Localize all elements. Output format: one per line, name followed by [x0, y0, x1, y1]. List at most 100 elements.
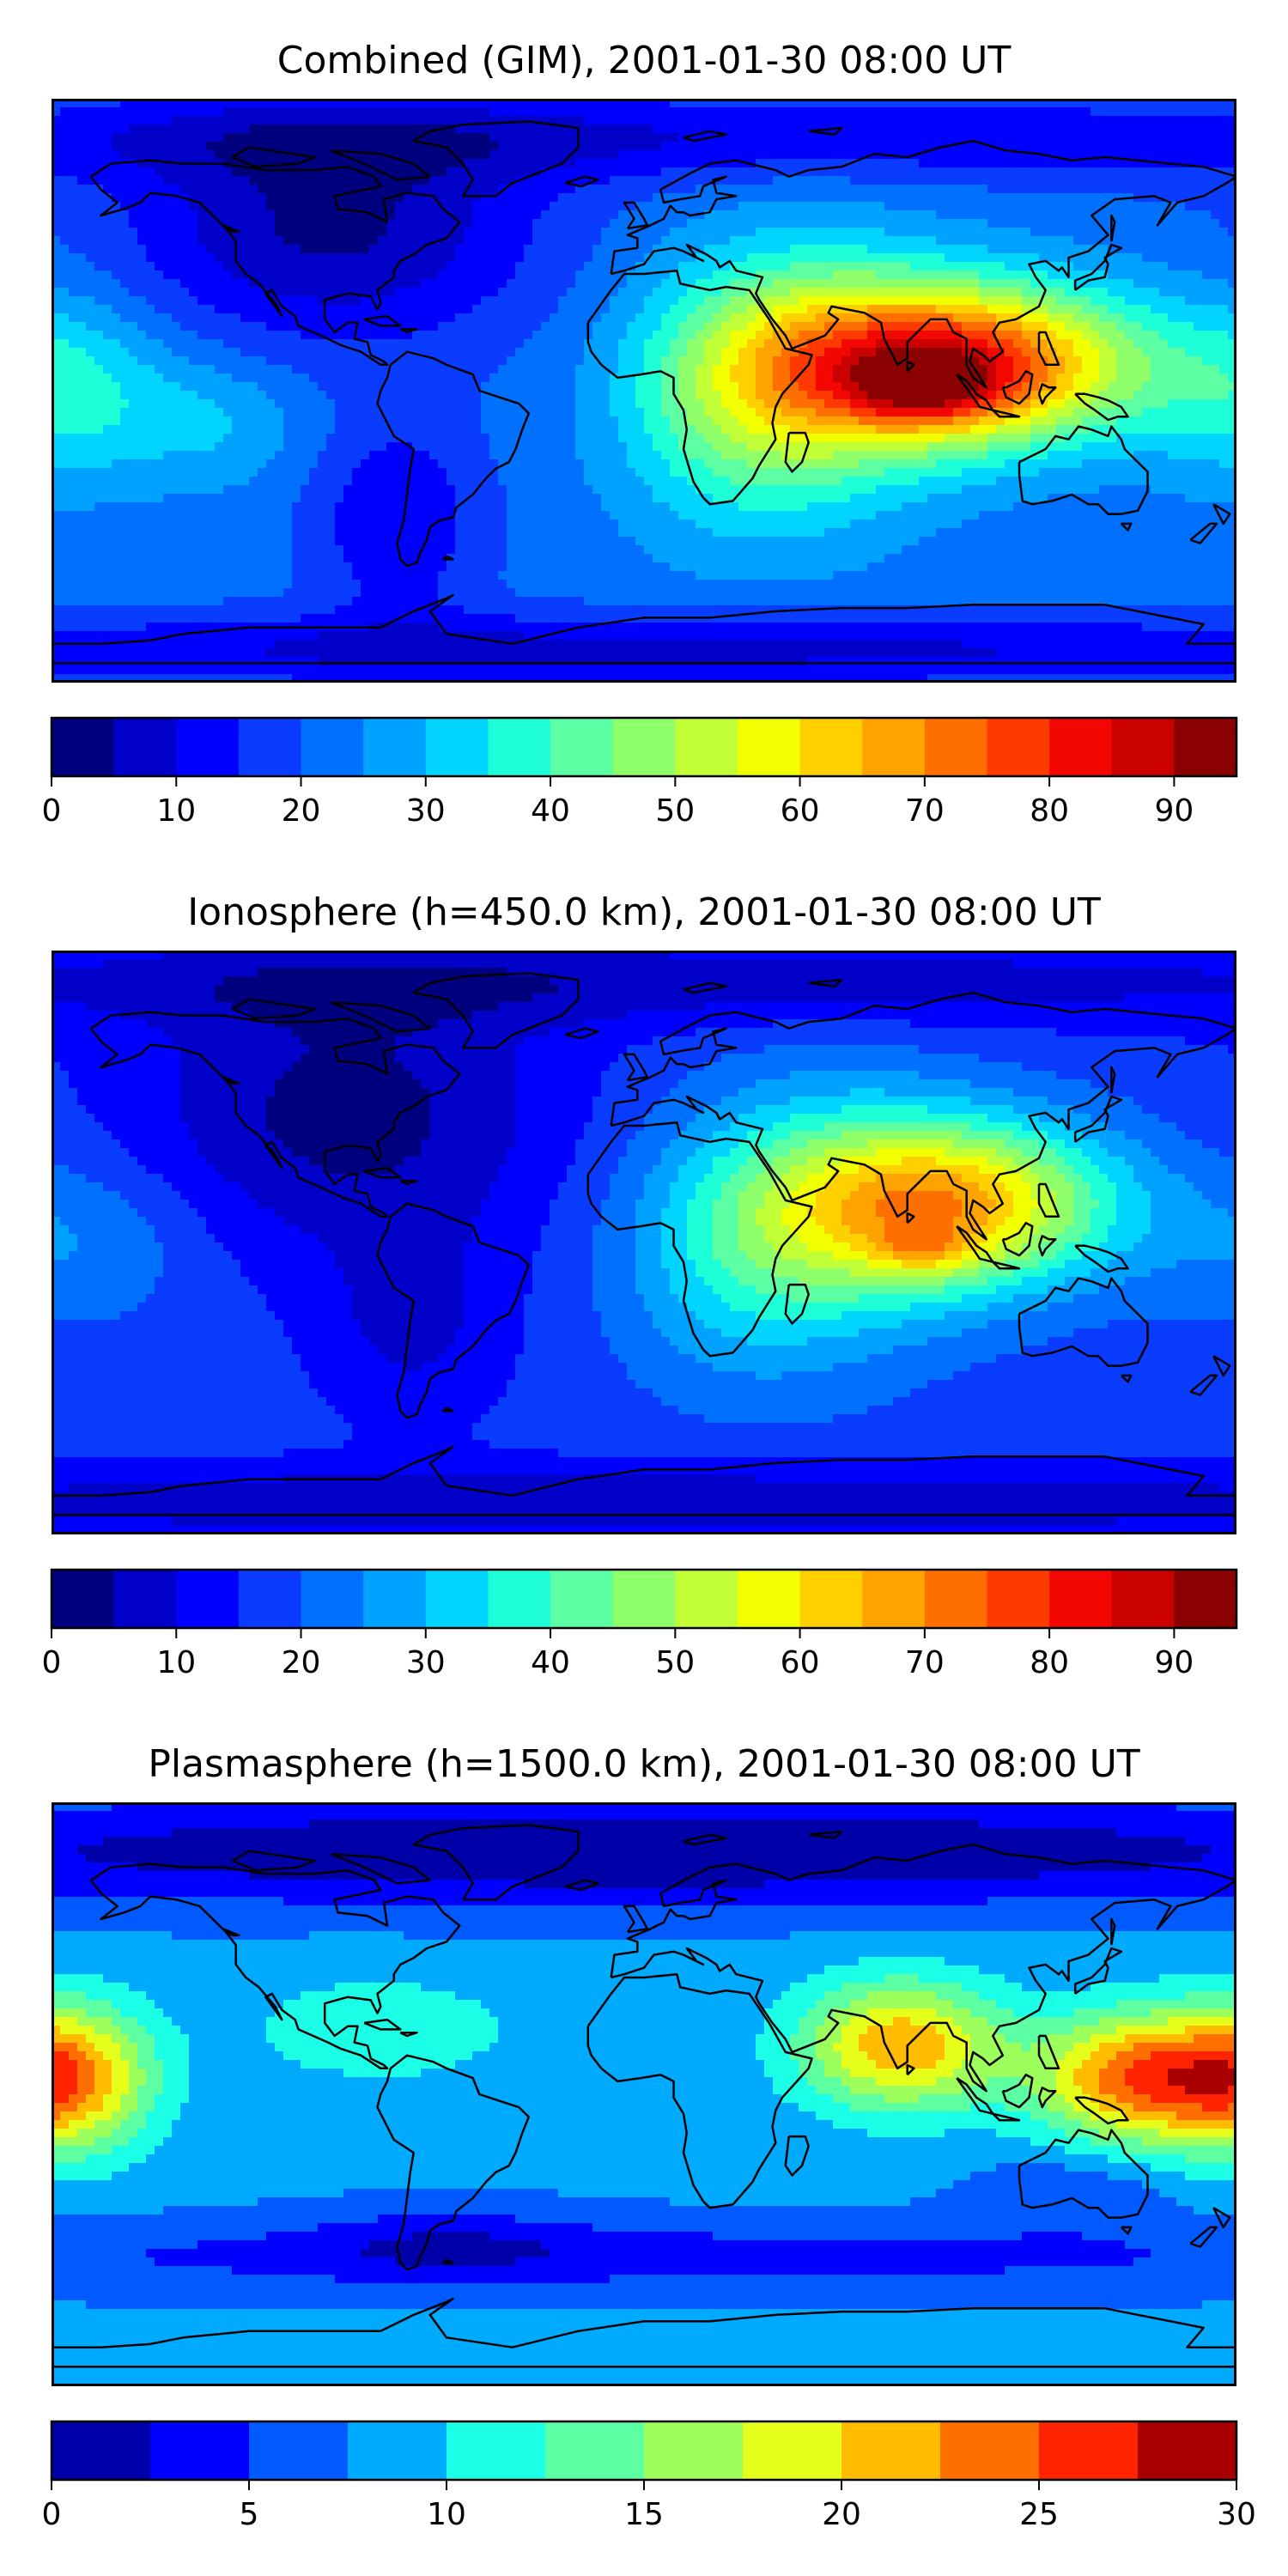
field-cell — [893, 193, 902, 203]
field-cell — [841, 331, 851, 340]
field-cell — [1082, 228, 1091, 237]
field-cell — [558, 210, 568, 220]
field-cell — [447, 313, 456, 323]
field-cell — [1108, 176, 1117, 185]
field-cell — [953, 374, 963, 383]
field-cell — [1091, 339, 1100, 349]
field-cell — [721, 270, 731, 280]
field-cell — [378, 193, 387, 203]
field-cell — [876, 296, 885, 306]
field-cell — [404, 313, 413, 323]
field-cell — [1048, 253, 1057, 263]
field-cell — [979, 228, 988, 237]
field-cell — [721, 125, 731, 134]
field-cell — [661, 356, 671, 366]
field-cell — [713, 219, 722, 228]
field-cell — [807, 116, 817, 125]
field-cell — [94, 279, 104, 289]
field-cell — [103, 116, 112, 125]
field-cell — [850, 262, 860, 271]
field-cell — [747, 399, 756, 409]
field-cell — [275, 107, 284, 117]
field-cell — [627, 142, 636, 151]
field-cell — [678, 99, 688, 108]
field-cell — [155, 365, 164, 374]
field-cell — [472, 159, 482, 168]
field-cell — [833, 365, 842, 374]
field-cell — [884, 305, 894, 314]
field-cell — [876, 133, 885, 143]
field-cell — [1185, 270, 1194, 280]
field-cell — [1005, 262, 1014, 271]
field-cell — [412, 125, 422, 134]
field-cell — [876, 253, 885, 263]
field-cell — [1005, 125, 1014, 134]
field-cell — [670, 236, 679, 246]
field-cell — [696, 365, 705, 374]
field-cell — [86, 262, 95, 271]
field-cell — [893, 382, 902, 392]
field-cell — [292, 253, 301, 263]
field-cell — [404, 382, 413, 392]
field-cell — [412, 253, 422, 263]
field-cell — [1013, 133, 1023, 143]
field-cell — [867, 236, 877, 246]
field-cell — [301, 125, 310, 134]
field-cell — [258, 382, 267, 392]
field-cell — [945, 176, 954, 185]
field-cell — [618, 202, 628, 211]
field-cell — [240, 253, 250, 263]
field-cell — [876, 228, 885, 237]
field-cell — [876, 193, 885, 203]
field-cell — [756, 125, 765, 134]
field-cell — [790, 219, 799, 228]
field-cell — [223, 176, 233, 185]
field-cell — [1151, 185, 1160, 194]
field-cell — [318, 236, 327, 246]
field-cell — [1194, 202, 1203, 211]
field-cell — [1219, 296, 1229, 306]
field-cell — [507, 374, 516, 383]
field-cell — [258, 219, 267, 228]
field-cell — [395, 202, 404, 211]
field-cell — [489, 288, 499, 297]
field-cell — [575, 331, 585, 340]
field-cell — [816, 391, 825, 400]
field-cell — [738, 210, 748, 220]
field-cell — [240, 202, 250, 211]
field-cell — [249, 399, 258, 409]
field-cell — [189, 365, 198, 374]
field-cell — [601, 202, 611, 211]
field-cell — [738, 348, 748, 357]
field-cell — [515, 219, 525, 228]
field-cell — [1005, 348, 1014, 357]
field-cell — [361, 219, 370, 228]
field-cell — [386, 167, 396, 177]
field-cell — [481, 159, 490, 168]
field-cell — [550, 133, 559, 143]
field-cell — [283, 116, 293, 125]
field-cell — [498, 167, 507, 177]
field-cell — [532, 356, 542, 366]
field-cell — [953, 382, 963, 392]
field-cell — [197, 253, 207, 263]
field-cell — [1142, 107, 1151, 117]
field-cell — [704, 322, 714, 331]
field-cell — [292, 408, 301, 417]
field-cell — [987, 296, 997, 306]
field-cell — [1142, 159, 1151, 168]
field-cell — [1073, 125, 1083, 134]
field-cell — [910, 339, 920, 349]
field-cell — [369, 374, 379, 383]
field-cell — [120, 399, 130, 409]
field-cell — [94, 356, 104, 366]
field-cell — [472, 142, 482, 151]
field-cell — [447, 185, 456, 194]
field-cell — [1185, 150, 1194, 160]
field-cell — [945, 374, 954, 383]
field-cell — [155, 245, 164, 254]
field-cell — [1176, 159, 1186, 168]
field-cell — [678, 150, 688, 160]
field-cell — [343, 382, 353, 392]
field-cell — [266, 167, 276, 177]
